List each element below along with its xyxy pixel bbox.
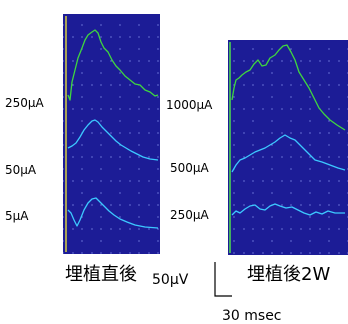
figure: 250μA 50μA 5μA 埋植直後 1000μA 500μA 250μA 埋…	[0, 0, 348, 324]
scope-grid	[63, 14, 160, 254]
panel-title: 埋植直後	[65, 264, 137, 285]
stim-label: 1000μA	[166, 98, 213, 112]
time-label: 30 msec	[222, 308, 282, 324]
stim-label: 500μA	[170, 161, 210, 175]
panel-title: 埋植後2W	[247, 264, 330, 285]
stim-label: 250μA	[5, 96, 45, 110]
right-panel: 1000μA 500μA 250μA 埋植後2W	[166, 40, 348, 285]
stim-label: 250μA	[170, 208, 210, 222]
scale-lines	[215, 262, 232, 296]
left-panel: 250μA 50μA 5μA 埋植直後	[5, 14, 160, 285]
amplitude-label: 50μV	[152, 272, 189, 288]
stim-label: 5μA	[5, 209, 29, 223]
stim-label: 50μA	[5, 163, 37, 177]
